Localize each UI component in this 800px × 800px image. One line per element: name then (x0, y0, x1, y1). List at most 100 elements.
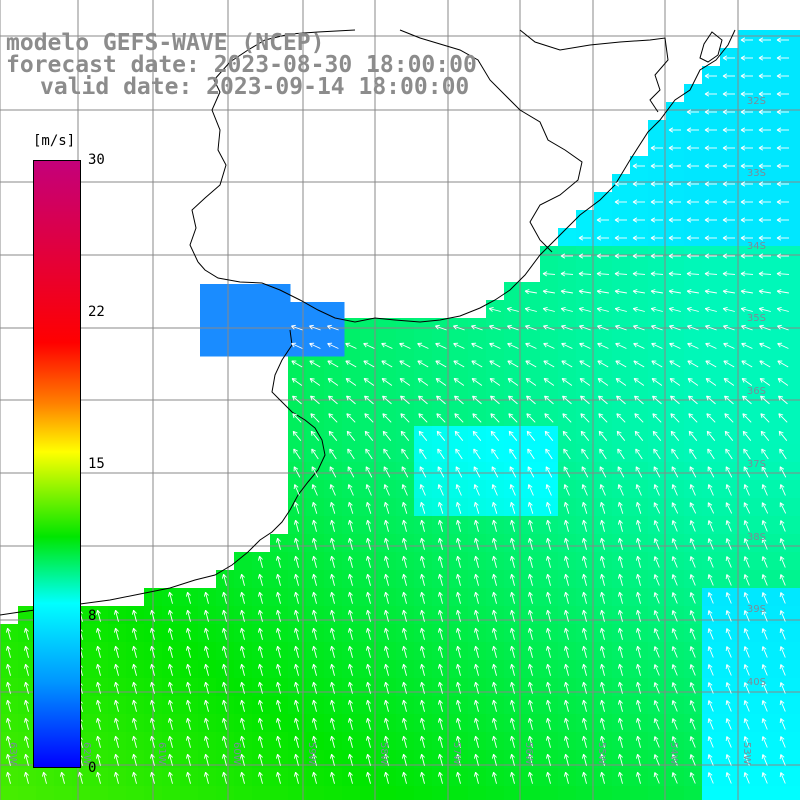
wind-speed-cell (198, 786, 217, 800)
wind-arrow (257, 663, 263, 676)
wind-speed-cell (774, 426, 793, 445)
wind-speed-cell (756, 570, 775, 589)
wind-speed-cell (360, 444, 379, 463)
wind-speed-cell (774, 84, 793, 103)
wind-speed-cell (756, 120, 775, 139)
wind-speed-cell (360, 372, 379, 391)
wind-speed-cell (756, 390, 775, 409)
wind-arrow (221, 663, 227, 676)
wind-speed-cell (774, 102, 793, 121)
wind-arrow (113, 753, 119, 766)
wind-speed-cell (576, 786, 595, 800)
wind-speed-cell (648, 426, 667, 445)
wind-speed-cell (702, 624, 721, 643)
wind-arrow (275, 591, 281, 604)
wind-speed-cell (684, 444, 703, 463)
wind-speed-cell (702, 192, 721, 211)
latitude-label: 38S (746, 532, 766, 543)
wind-speed-cell (756, 30, 775, 49)
latitude-label: 32S (746, 96, 766, 107)
wind-speed-cell (738, 336, 757, 355)
wind-speed-cell (738, 750, 757, 769)
wind-arrow (131, 627, 137, 640)
wind-arrow (257, 573, 263, 586)
wind-speed-cell (486, 318, 505, 337)
wind-arrow (149, 699, 155, 712)
wind-speed-cell (648, 354, 667, 373)
wind-speed-cell (36, 786, 55, 800)
wind-speed-cell (684, 534, 703, 553)
wind-speed-cell (540, 480, 559, 499)
wind-speed-cell (612, 498, 631, 517)
wind-arrow (167, 591, 173, 604)
wind-speed-cell (342, 336, 361, 355)
wind-speed-cell (702, 174, 721, 193)
wind-arrow (221, 681, 227, 694)
wind-speed-cell (648, 678, 667, 697)
wind-speed-cell (792, 678, 800, 697)
wind-speed-cell (342, 462, 361, 481)
wind-arrow (95, 681, 101, 694)
wind-speed-cell (450, 372, 469, 391)
wind-speed-cell (540, 264, 559, 283)
wind-arrow (185, 663, 191, 676)
wind-speed-cell (792, 768, 800, 787)
wind-speed-cell (594, 462, 613, 481)
wind-speed-cell (792, 750, 800, 769)
coastline-atlantic (197, 29, 736, 323)
wind-speed-cell (738, 660, 757, 679)
wind-arrow (239, 591, 245, 604)
wind-arrow (5, 627, 11, 640)
wind-speed-cell (702, 570, 721, 589)
latitude-label: 34S (746, 241, 766, 252)
longitude-label: 60W (231, 742, 242, 765)
wind-speed-cell (540, 408, 559, 427)
wind-speed-cell (684, 516, 703, 535)
wind-speed-cell (504, 408, 523, 427)
wind-speed-cell (756, 192, 775, 211)
wind-speed-cell (720, 516, 739, 535)
wind-arrow (113, 699, 119, 712)
wind-speed-cell (450, 444, 469, 463)
wind-arrow (131, 699, 137, 712)
wind-speed-cell (666, 534, 685, 553)
wind-speed-cell (792, 84, 800, 103)
wind-arrow (167, 771, 173, 784)
wind-speed-cell (522, 318, 541, 337)
wind-speed-cell (504, 354, 523, 373)
wind-arrow (23, 681, 29, 694)
wind-speed-cell (468, 354, 487, 373)
wind-speed-cell (648, 624, 667, 643)
wind-speed-cell (486, 300, 505, 319)
wind-speed-cell (774, 336, 793, 355)
wind-speed-cell (594, 210, 613, 229)
wind-speed-cell (630, 390, 649, 409)
wind-arrow (95, 699, 101, 712)
wind-speed-cell (774, 444, 793, 463)
wind-speed-cell (468, 318, 487, 337)
wind-speed-cell (396, 354, 415, 373)
wind-speed-cell (666, 372, 685, 391)
wind-speed-cell (360, 498, 379, 517)
wind-arrow (275, 573, 281, 586)
wind-speed-cell (792, 174, 800, 193)
wind-arrow (23, 627, 29, 640)
wind-speed-cell (684, 408, 703, 427)
wind-speed-cell (756, 372, 775, 391)
colorbar-tick-15: 15 (88, 456, 105, 472)
wind-speed-cell (254, 320, 273, 339)
wind-speed-cell (612, 444, 631, 463)
wind-arrow (203, 645, 209, 658)
wind-speed-cell (684, 156, 703, 175)
wind-speed-cell (702, 750, 721, 769)
wind-speed-cell (648, 570, 667, 589)
wind-speed-cell (702, 210, 721, 229)
wind-arrow (59, 771, 65, 784)
wind-speed-cell (468, 336, 487, 355)
wind-speed-cell (702, 732, 721, 751)
wind-speed-cell (630, 462, 649, 481)
wind-arrow (113, 645, 119, 658)
wind-speed-cell (540, 786, 559, 800)
wind-speed-cell (594, 192, 613, 211)
wind-speed-cell (684, 192, 703, 211)
